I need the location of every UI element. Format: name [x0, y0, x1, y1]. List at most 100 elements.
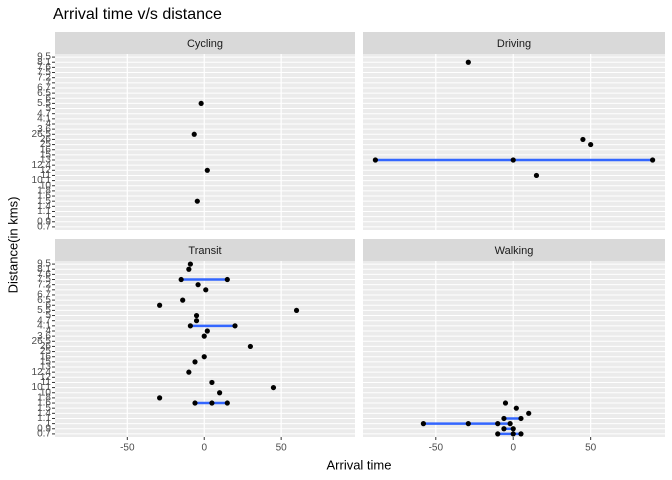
point: [217, 390, 223, 396]
strip: [55, 32, 355, 54]
y-tick-label: 11: [41, 170, 52, 181]
point: [192, 400, 198, 406]
y-tick-label: 5.5: [37, 305, 51, 316]
point: [204, 167, 210, 173]
y-tick-label: 1.6: [37, 398, 51, 409]
y-tick-label: 1: [45, 211, 51, 222]
y-tick-label: 4: [45, 326, 51, 337]
point: [193, 318, 200, 324]
y-tick-label: 25: [40, 346, 52, 357]
point: [201, 333, 207, 339]
y-tick-label: 6.7: [37, 83, 51, 94]
y-tick-label: 10: [40, 387, 52, 398]
y-tick-label: 5: [45, 103, 51, 114]
y-tick-label: 12: [40, 165, 52, 176]
strip: [55, 239, 355, 261]
point: [518, 415, 524, 422]
point: [270, 384, 277, 391]
point: [518, 431, 524, 437]
y-tick-label: 0.7: [37, 222, 51, 233]
y-tick-label: 1.5: [37, 403, 51, 414]
y-tick-label: 9.5: [37, 52, 51, 63]
y-tick-label: 0.9: [37, 423, 51, 434]
point: [510, 426, 516, 432]
y-tick-label: 7.6: [37, 62, 51, 73]
point: [420, 421, 426, 427]
point: [501, 426, 507, 432]
point: [193, 312, 200, 319]
point: [186, 369, 192, 375]
panel: [363, 261, 665, 437]
panel: [363, 54, 665, 230]
point: [293, 307, 300, 314]
y-axis-title: Distance(in kms): [5, 197, 20, 294]
point: [192, 359, 198, 365]
y-tick-label: 26: [40, 134, 52, 145]
point: [209, 379, 215, 386]
point: [465, 59, 471, 65]
y-tick-label: 1: [45, 418, 51, 429]
point: [588, 141, 594, 148]
point: [224, 276, 230, 283]
y-tick-label: 10: [40, 180, 52, 191]
point: [224, 400, 230, 406]
point: [204, 328, 210, 334]
y-tick-label: 5: [45, 310, 51, 321]
x-tick-label: 0: [510, 443, 516, 454]
y-tick-label: 3.6: [37, 124, 51, 135]
point: [533, 172, 540, 179]
y-tick-label: 0.9: [37, 216, 51, 227]
y-tick-label: 8.1: [37, 264, 51, 275]
y-tick-label: 7.5: [37, 67, 51, 78]
point: [187, 261, 193, 267]
y-tick-label: 1.1: [37, 206, 51, 217]
y-tick-label: 7.5: [37, 274, 51, 285]
y-tick-label: 6.5: [37, 295, 51, 306]
point: [157, 302, 163, 308]
x-tick-label: 50: [276, 443, 288, 454]
point: [203, 287, 209, 293]
strip-label: Transit: [188, 245, 221, 257]
y-tick-label: 1.5: [37, 196, 51, 207]
point: [502, 400, 509, 406]
y-tick-label: 3.6: [37, 331, 51, 342]
point: [180, 297, 186, 303]
y-tick-label: 4.7: [37, 315, 51, 326]
point: [580, 136, 586, 143]
y-tick-label: 4.1: [37, 113, 51, 124]
point: [372, 157, 378, 163]
y-tick-label: 9.5: [37, 259, 51, 270]
point: [526, 410, 532, 416]
y-tick-label: 26: [40, 341, 52, 352]
point: [247, 343, 253, 350]
point: [157, 395, 163, 401]
point: [495, 431, 501, 437]
y-tick-label: 1.6: [37, 191, 51, 202]
point: [513, 405, 519, 411]
y-tick-label: 6.5: [37, 88, 51, 99]
y-tick-label: 1.4: [37, 201, 51, 212]
y-tick-label: 16: [40, 351, 52, 362]
point: [209, 400, 215, 406]
point: [195, 282, 201, 288]
y-tick-label: 6: [45, 93, 51, 104]
y-tick-label: 10.1: [32, 175, 52, 186]
x-tick-label: -50: [429, 443, 444, 454]
x-tick-label: 0: [201, 443, 207, 454]
y-tick-label: 26.5: [32, 129, 52, 140]
point: [510, 431, 516, 437]
y-tick-label: 1.8: [37, 186, 51, 197]
y-tick-label: 12.4: [32, 160, 52, 171]
point: [178, 276, 184, 283]
y-tick-label: 4: [45, 119, 51, 130]
x-tick-label: 50: [585, 443, 597, 454]
y-tick-label: 11: [41, 377, 52, 388]
point: [501, 415, 507, 422]
y-tick-label: 12: [40, 372, 52, 383]
point: [191, 131, 197, 137]
y-tick-label: 6.7: [37, 290, 51, 301]
y-tick-label: 7.2: [37, 72, 51, 83]
point: [232, 323, 238, 329]
y-tick-label: 4.7: [37, 108, 51, 119]
